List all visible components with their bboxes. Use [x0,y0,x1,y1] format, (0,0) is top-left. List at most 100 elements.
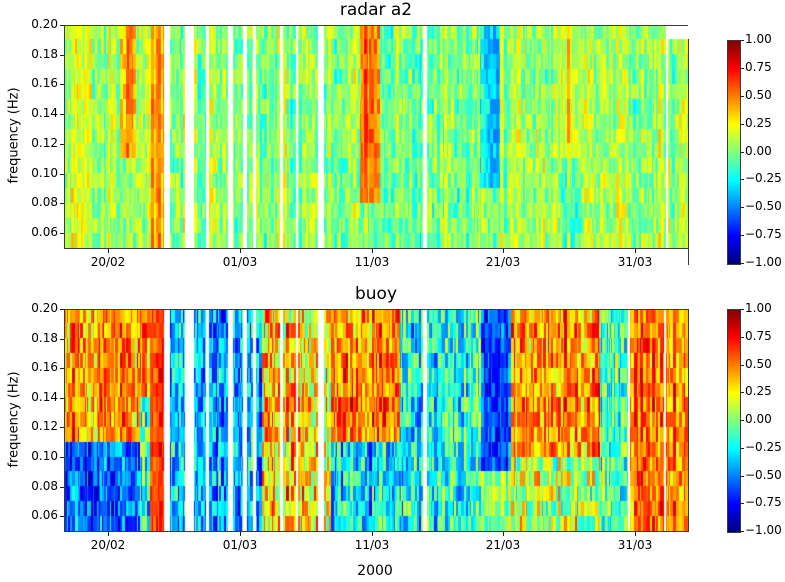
colorbar-tick-label: 0.50 [745,88,772,102]
x-tick-label: 31/03 [617,538,653,552]
x-tick [108,532,109,536]
colorbar-tick-label: −0.50 [745,468,782,482]
colorbar-tick-label: 0.25 [745,384,772,398]
colorbar-tick-label: 0.50 [745,357,772,371]
y-tick-label: 0.06 [31,225,58,239]
x-tick [635,249,636,253]
x-tick-label: 21/03 [485,538,521,552]
radar-title: radar a2 [339,0,413,20]
y-tick [60,203,64,204]
left-spine [64,309,65,531]
y-tick [60,309,64,310]
right-spine [688,39,689,265]
colorbar-tick-label: 1.00 [745,301,772,315]
y-tick [60,398,64,399]
y-tick-label: 0.16 [31,360,58,374]
y-tick [60,368,64,369]
colorbar-tick-label: −0.75 [745,495,782,509]
colorbar-tick-label: −1.00 [745,523,782,537]
y-tick [60,516,64,517]
colorbar-tick-label: −0.75 [745,227,782,241]
colorbar-tick [740,309,744,310]
y-tick-label: 0.16 [31,76,58,90]
left-spine [64,25,65,248]
y-tick-label: 0.20 [31,301,58,315]
bottom-spine [64,531,689,532]
y-tick [60,233,64,234]
colorbar-tick [740,96,744,97]
x-tick-label: 20/02 [90,255,126,269]
colorbar-tick-label: 0.75 [745,329,772,343]
y-tick [60,427,64,428]
y-tick [60,174,64,175]
x-tick [372,249,373,253]
colorbar-tick [740,476,744,477]
top-spine [64,309,689,310]
y-tick [60,144,64,145]
x-tick [108,249,109,253]
bottom-spine [64,248,689,249]
colorbar-tick-label: 0.00 [745,412,772,426]
colorbar-tick [740,420,744,421]
colorbar-tick [740,124,744,125]
y-tick [60,339,64,340]
top-spine [64,25,688,26]
colorbar-tick [740,448,744,449]
x-tick [635,532,636,536]
colorbar-tick [740,503,744,504]
right-spine [688,309,689,531]
y-tick-label: 0.10 [31,449,58,463]
x-tick [503,532,504,536]
y-tick-label: 0.14 [31,106,58,120]
x-tick-label: 01/03 [222,538,258,552]
y-tick-label: 0.18 [31,47,58,61]
colorbar-tick [740,179,744,180]
y-tick-label: 0.12 [31,419,58,433]
colorbar-tick-label: 0.25 [745,116,772,130]
buoy-title: buoy [354,284,398,304]
x-tick-label: 11/03 [354,538,390,552]
y-tick [60,487,64,488]
colorbar-tick [740,235,744,236]
y-tick [60,55,64,56]
x-tick-label: 11/03 [354,255,390,269]
x-tick-label: 21/03 [485,255,521,269]
colorbar-tick-label: −0.25 [745,171,782,185]
colorbar-tick-label: 1.00 [745,32,772,46]
y-tick [60,457,64,458]
buoy-colorbar [727,309,741,533]
x-tick [240,249,241,253]
x-tick [240,532,241,536]
x-tick-label: 31/03 [617,255,653,269]
buoy-heatmap [64,309,688,531]
colorbar-tick [740,365,744,366]
x-axis-title: 2000 [357,563,393,579]
colorbar-tick [740,152,744,153]
y-tick-label: 0.06 [31,508,58,522]
y-tick [60,84,64,85]
colorbar-tick [740,337,744,338]
y-tick-label: 0.10 [31,166,58,180]
y-tick-label: 0.08 [31,479,58,493]
colorbar-tick [740,40,744,41]
colorbar-tick [740,392,744,393]
y-tick-label: 0.14 [31,390,58,404]
colorbar-tick [740,68,744,69]
y-tick-label: 0.08 [31,195,58,209]
y-tick-label: 0.18 [31,331,58,345]
x-tick-label: 01/03 [222,255,258,269]
colorbar-tick-label: 0.00 [745,144,772,158]
radar-colorbar [727,40,741,265]
radar-heatmap [64,25,688,248]
x-tick [372,532,373,536]
colorbar-tick-label: −0.50 [745,199,782,213]
colorbar-tick [740,531,744,532]
colorbar-tick-label: −0.25 [745,440,782,454]
y-tick-label: 0.20 [31,17,58,31]
y-tick-label: 0.12 [31,136,58,150]
colorbar-tick [740,207,744,208]
colorbar-tick [740,263,744,264]
colorbar-tick-label: 0.75 [745,60,772,74]
x-tick-label: 20/02 [90,538,126,552]
colorbar-tick-label: −1.00 [745,255,782,269]
